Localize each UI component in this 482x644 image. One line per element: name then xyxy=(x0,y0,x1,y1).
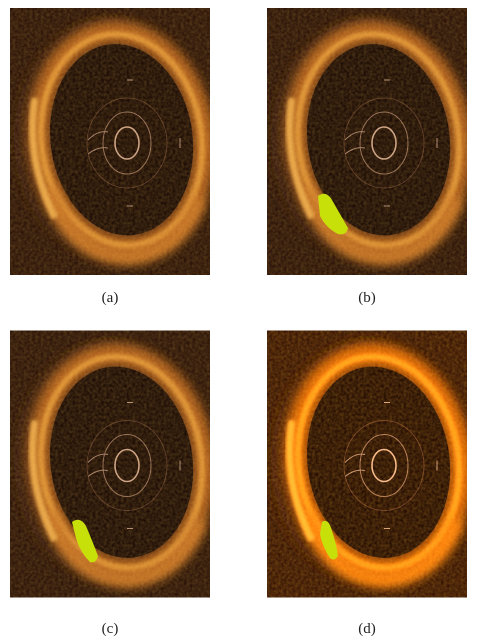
panel-label: (c) xyxy=(102,621,119,637)
panel-label: (a) xyxy=(102,290,119,306)
lesion-region xyxy=(318,193,348,235)
panel-label: (d) xyxy=(358,621,376,637)
oct-image xyxy=(10,331,225,598)
lesion-region xyxy=(320,520,338,560)
oct-image xyxy=(10,8,225,275)
lesion-region xyxy=(72,519,98,563)
oct-image xyxy=(267,331,482,598)
oct-image xyxy=(267,8,482,275)
panel-label: (b) xyxy=(358,290,376,306)
